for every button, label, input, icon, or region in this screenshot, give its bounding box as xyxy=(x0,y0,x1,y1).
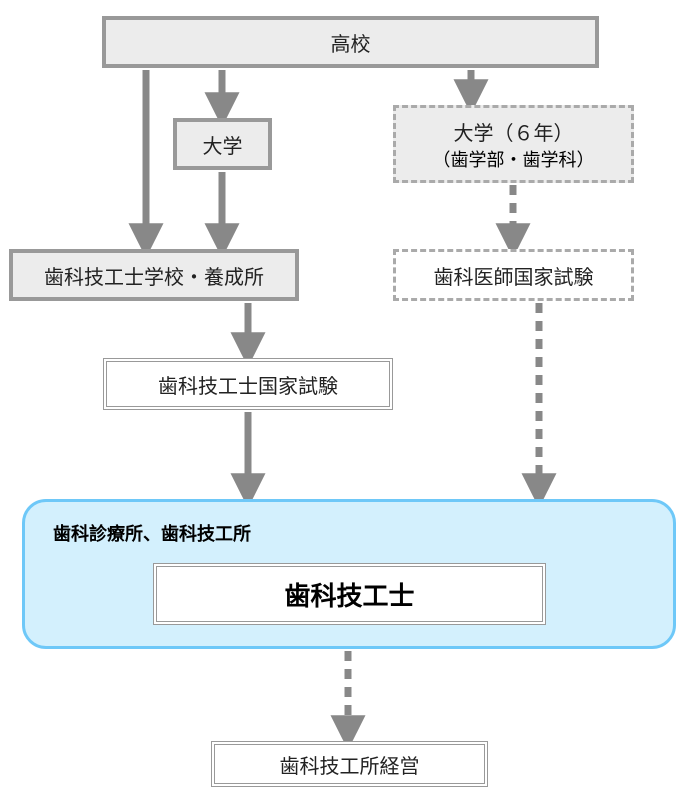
node-management: 歯科技工所経営 xyxy=(211,741,488,787)
label-blue-heading: 歯科診療所、歯科技工所 xyxy=(53,520,251,546)
label-dental-tech: 歯科技工士 xyxy=(284,576,414,613)
node-university: 大学 xyxy=(173,118,272,170)
node-dentist-exam: 歯科医師国家試験 xyxy=(393,249,634,301)
label-management: 歯科技工所経営 xyxy=(280,750,420,779)
label-university: 大学 xyxy=(203,130,243,159)
flowchart-canvas: 高校 大学 大学（６年） （歯学部・歯学科） 歯科技工士学校・養成所 歯科医師国… xyxy=(0,0,700,804)
label-univ6-sub: （歯学部・歯学科） xyxy=(433,146,595,172)
label-tech-school: 歯科技工士学校・養成所 xyxy=(44,261,264,290)
label-tech-exam: 歯科技工士国家試験 xyxy=(158,370,338,399)
node-tech-exam: 歯科技工士国家試験 xyxy=(103,358,393,410)
node-highschool: 高校 xyxy=(102,16,599,68)
label-highschool: 高校 xyxy=(331,28,371,57)
label-univ6: 大学（６年） xyxy=(454,117,574,146)
node-tech-school: 歯科技工士学校・養成所 xyxy=(9,249,299,301)
node-univ6: 大学（６年） （歯学部・歯学科） xyxy=(393,105,634,183)
node-dental-tech: 歯科技工士 xyxy=(153,563,546,625)
label-dentist-exam: 歯科医師国家試験 xyxy=(434,261,594,290)
